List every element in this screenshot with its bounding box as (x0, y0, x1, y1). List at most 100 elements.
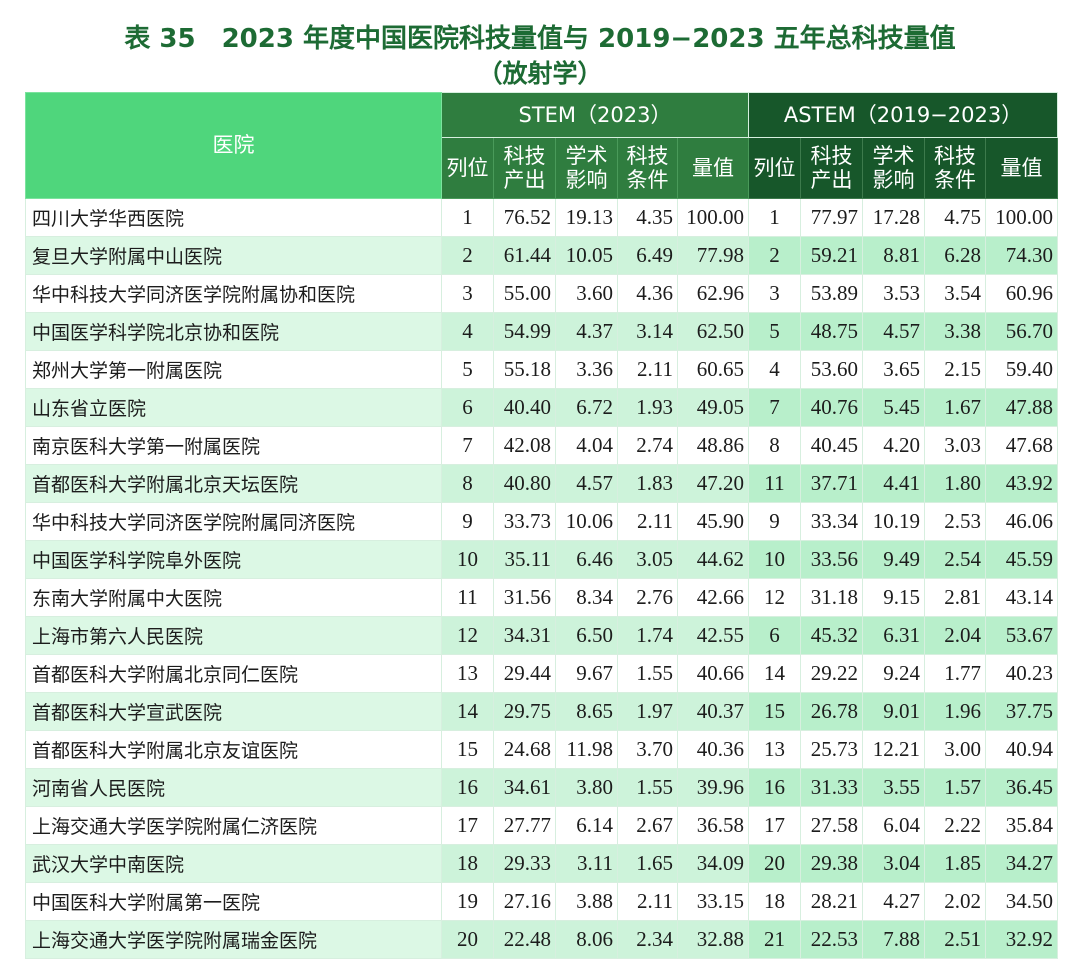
table-row: 上海交通大学医学院附属瑞金医院 20 22.48 8.06 2.34 32.88 21 22.… (25, 920, 1059, 959)
astem-tech-conditions-cell: 1.77 (924, 654, 987, 693)
hospital-name: 上海交通大学医学院附属瑞金医院 (25, 920, 442, 959)
astem-tech-output-cell: 27.58 (800, 806, 864, 845)
stem-value-cell: 49.05 (676, 388, 750, 427)
stem-tech-conditions-cell: 2.11 (617, 502, 678, 541)
astem-value-cell: 53.67 (985, 616, 1059, 655)
stem-rank-cell: 4 (441, 312, 494, 351)
stem-tech-conditions-cell: 4.36 (617, 274, 678, 313)
stem-tech-output-cell: 40.40 (493, 388, 556, 427)
astem-tech-output-cell: 29.22 (800, 654, 864, 693)
astem-tech-conditions-cell: 1.85 (924, 844, 987, 883)
astem-rank-cell: 6 (748, 616, 802, 655)
stem-rank-header: 列位 (441, 137, 494, 199)
hospital-name: 华中科技大学同济医学院附属同济医院 (25, 502, 442, 541)
hospital-name: 华中科技大学同济医学院附属协和医院 (25, 274, 442, 313)
astem-tech-conditions-cell: 1.96 (924, 692, 987, 731)
stem-rank-cell: 16 (441, 768, 494, 807)
table-row: 上海市第六人民医院 12 34.31 6.50 1.74 42.55 6 45.32 6.31 2… (25, 616, 1059, 655)
hospital-name: 中国医学科学院阜外医院 (25, 540, 442, 579)
astem-tech-conditions-cell: 3.00 (924, 730, 987, 769)
stem-tech-output-cell: 34.61 (493, 768, 556, 807)
stem-value-cell: 47.20 (676, 464, 750, 503)
astem-academic-impact-cell: 3.65 (862, 350, 926, 389)
stem-academic-impact-cell: 19.13 (555, 198, 618, 237)
stem-tech-conditions-cell: 2.76 (617, 578, 678, 617)
astem-academic-impact-cell: 6.31 (862, 616, 926, 655)
hospital-name: 山东省立医院 (25, 388, 442, 427)
astem-tech-conditions-cell: 6.28 (924, 236, 987, 275)
stem-academic-impact-cell: 6.14 (555, 806, 618, 845)
astem-academic-impact-cell: 4.41 (862, 464, 926, 503)
astem-tech-output-cell: 53.89 (800, 274, 864, 313)
stem-tech-conditions-cell: 3.70 (617, 730, 678, 769)
astem-tech-conditions-cell: 2.53 (924, 502, 987, 541)
stem-rank-cell: 15 (441, 730, 494, 769)
astem-rank-cell: 11 (748, 464, 802, 503)
stem-tech-output-cell: 29.33 (493, 844, 556, 883)
stem-value-cell: 45.90 (676, 502, 750, 541)
stem-rank-cell: 18 (441, 844, 494, 883)
table-row: 郑州大学第一附属医院 5 55.18 3.36 2.11 60.65 4 53.60 3.65 2… (25, 350, 1059, 389)
table-row: 首都医科大学附属北京天坛医院 8 40.80 4.57 1.83 47.20 11 37.71… (25, 464, 1059, 503)
stem-academic-impact-cell: 10.05 (555, 236, 618, 275)
hospital-name: 首都医科大学附属北京友谊医院 (25, 730, 442, 769)
astem-academic-impact-cell: 3.53 (862, 274, 926, 313)
stem-tech-conditions-cell: 1.93 (617, 388, 678, 427)
stem-value-cell: 40.66 (676, 654, 750, 693)
hospital-name: 河南省人民医院 (25, 768, 442, 807)
astem-tech-conditions-cell: 2.15 (924, 350, 987, 389)
stem-tech-output-cell: 54.99 (493, 312, 556, 351)
stem-tech-conditions-cell: 1.55 (617, 768, 678, 807)
stem-tech-conditions-cell: 2.11 (617, 882, 678, 921)
stem-academic-impact-cell: 11.98 (555, 730, 618, 769)
table-row: 首都医科大学附属北京友谊医院 15 24.68 11.98 3.70 40.36 13 25.… (25, 730, 1059, 769)
stem-academic-impact-cell: 3.11 (555, 844, 618, 883)
astem-value-cell: 100.00 (985, 198, 1059, 237)
stem-tech-conditions-cell: 1.97 (617, 692, 678, 731)
astem-academic-impact-cell: 9.49 (862, 540, 926, 579)
table-row: 武汉大学中南医院 18 29.33 3.11 1.65 34.09 20 29.38 3.04 1… (25, 844, 1059, 883)
astem-academic-impact-cell: 7.88 (862, 920, 926, 959)
astem-tech-conditions-cell: 3.54 (924, 274, 987, 313)
table-row: 复旦大学附属中山医院 2 61.44 10.05 6.49 77.98 2 59.21 8.81… (25, 236, 1059, 275)
astem-tech-output-cell: 25.73 (800, 730, 864, 769)
astem-tech-conditions-cell: 1.57 (924, 768, 987, 807)
astem-rank-cell: 14 (748, 654, 802, 693)
astem-tech-conditions-cell: 2.51 (924, 920, 987, 959)
astem-academic-impact-cell: 9.15 (862, 578, 926, 617)
stem-tech-output-cell: 33.73 (493, 502, 556, 541)
stem-tech-conditions-cell: 3.05 (617, 540, 678, 579)
hospital-name: 武汉大学中南医院 (25, 844, 442, 883)
stem-value-cell: 36.58 (676, 806, 750, 845)
stem-value-cell: 34.09 (676, 844, 750, 883)
table-row: 中国医学科学院阜外医院 10 35.11 6.46 3.05 44.62 10 33.56 9.… (25, 540, 1059, 579)
table-row: 南京医科大学第一附属医院 7 42.08 4.04 2.74 48.86 8 40.45 4.2… (25, 426, 1059, 465)
stem-rank-cell: 2 (441, 236, 494, 275)
table-row: 中国医科大学附属第一医院 19 27.16 3.88 2.11 33.15 18 28.21 4… (25, 882, 1059, 921)
stem-rank-cell: 3 (441, 274, 494, 313)
stem-rank-cell: 14 (441, 692, 494, 731)
stem-tech-output-cell: 34.31 (493, 616, 556, 655)
astem-value-cell: 74.30 (985, 236, 1059, 275)
astem-tech-conditions-cell: 3.38 (924, 312, 987, 351)
astem-academic-impact-cell: 9.01 (862, 692, 926, 731)
hospital-name: 上海交通大学医学院附属仁济医院 (25, 806, 442, 845)
hospital-name: 上海市第六人民医院 (25, 616, 442, 655)
astem-value-cell: 46.06 (985, 502, 1059, 541)
stem-tech-output-cell: 61.44 (493, 236, 556, 275)
astem-rank-cell: 9 (748, 502, 802, 541)
stem-tech-output-cell: 42.08 (493, 426, 556, 465)
astem-tech-output-cell: 40.45 (800, 426, 864, 465)
stem-rank-cell: 11 (441, 578, 494, 617)
astem-tech-output-header: 科技产出 (800, 137, 864, 199)
stem-group-header: STEM（2023） (440, 92, 750, 138)
ranking-table: 医院 STEM（2023） ASTEM（2019−2023） 列位 科技产出 学术影… (25, 92, 1059, 959)
stem-tech-output-cell: 31.56 (493, 578, 556, 617)
astem-value-cell: 34.27 (985, 844, 1059, 883)
hospital-name: 中国医学科学院北京协和医院 (25, 312, 442, 351)
hospital-name: 东南大学附属中大医院 (25, 578, 442, 617)
stem-academic-impact-cell: 6.50 (555, 616, 618, 655)
stem-value-cell: 62.50 (676, 312, 750, 351)
stem-value-cell: 40.37 (676, 692, 750, 731)
astem-value-cell: 40.94 (985, 730, 1059, 769)
